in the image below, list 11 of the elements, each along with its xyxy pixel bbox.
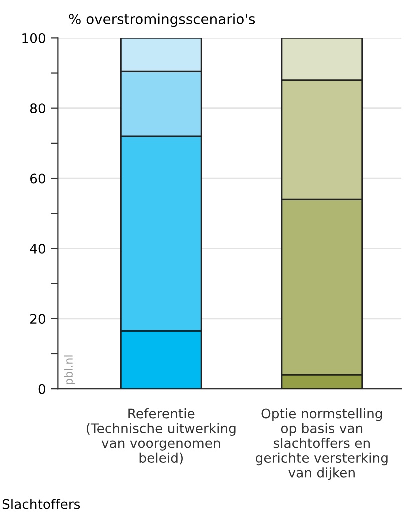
y-tick-label: 0 (38, 384, 46, 394)
x-tick-label: Referentie (Technische uitwerking van voorgenomen beleid) (86, 408, 236, 465)
text: Slachtoffers (2, 499, 80, 510)
y-tick-label: 40 (30, 244, 46, 254)
y-axis-title: % overstromingsscenario's (69, 14, 256, 28)
y-tick-label: 80 (30, 104, 46, 114)
annotation: pbl.nl (64, 356, 76, 385)
y-tick-label: 20 (30, 314, 46, 324)
y-tick-label: 60 (30, 174, 46, 184)
x-tick-label: Optie normstelling op basis van slachtoffers en gerichte versterking van dijken (256, 408, 388, 480)
y-tick-label: 100 (22, 33, 46, 44)
